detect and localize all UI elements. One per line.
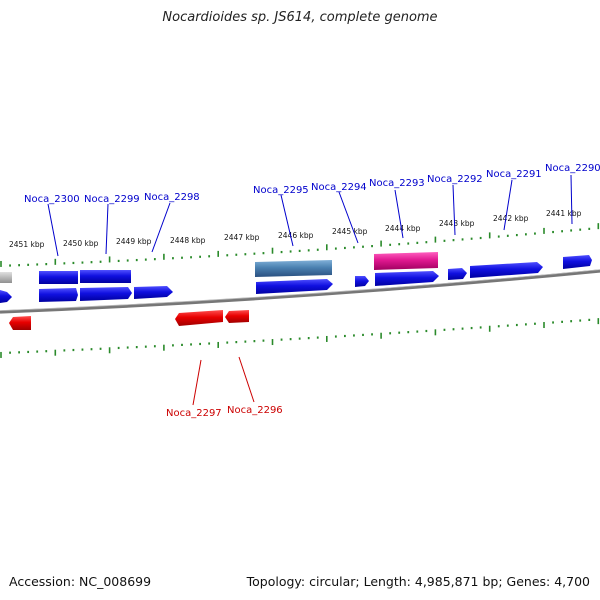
gene-feature[interactable]	[80, 287, 132, 301]
gene-feature-highlight[interactable]	[374, 252, 438, 270]
kbp-label: 2449 kbp	[116, 237, 152, 246]
gene-label[interactable]: Noca_2296	[227, 405, 283, 416]
gene-feature[interactable]	[375, 271, 439, 286]
gene-label[interactable]: Noca_2297	[166, 408, 222, 419]
kbp-label: 2444 kbp	[385, 224, 421, 233]
gene-feature[interactable]	[134, 286, 173, 299]
kbp-label: 2451 kbp	[9, 240, 45, 249]
gene-label[interactable]: Noca_2290	[545, 163, 600, 174]
gene-labels-bottom: Noca_2297 Noca_2296	[166, 405, 283, 419]
gene-feature-highlight[interactable]	[255, 260, 332, 277]
gene-feature[interactable]	[470, 262, 543, 278]
gene-feature-gray[interactable]	[0, 272, 12, 283]
gene-label[interactable]: Noca_2298	[144, 192, 200, 203]
gene-label[interactable]: Noca_2294	[311, 182, 367, 193]
gene-feature[interactable]	[9, 316, 31, 330]
gene-feature[interactable]	[355, 276, 369, 287]
gene-feature[interactable]	[256, 279, 333, 294]
kbp-label: 2447 kbp	[224, 233, 260, 242]
accession-text: Accession: NC_008699	[9, 574, 152, 589]
genome-summary-text: Topology: circular; Length: 4,985,871 bp…	[246, 574, 590, 589]
kbp-label: 2450 kbp	[63, 239, 99, 248]
gene-label[interactable]: Noca_2293	[369, 178, 425, 189]
genome-backbone	[0, 269, 600, 314]
gene-label[interactable]: Noca_2292	[427, 174, 483, 185]
gene-label[interactable]: Noca_2295	[253, 185, 309, 196]
kbp-label: 2442 kbp	[493, 214, 529, 223]
gene-feature[interactable]	[39, 288, 78, 302]
gene-feature[interactable]	[225, 310, 249, 323]
gene-label[interactable]: Noca_2299	[84, 194, 140, 205]
kbp-label: 2445 kbp	[332, 227, 368, 236]
gene-feature[interactable]	[563, 255, 592, 269]
kbp-label: 2441 kbp	[546, 209, 582, 218]
forward-genes	[0, 252, 592, 303]
gene-feature[interactable]	[0, 290, 12, 303]
gene-feature[interactable]	[175, 310, 223, 326]
scale-ticks-outer	[0, 223, 600, 267]
gene-feature[interactable]	[39, 271, 78, 284]
kbp-label: 2448 kbp	[170, 236, 206, 245]
kbp-label: 2443 kbp	[439, 219, 475, 228]
gene-feature[interactable]	[80, 270, 131, 283]
kbp-label: 2446 kbp	[278, 231, 314, 240]
gene-label[interactable]: Noca_2291	[486, 169, 542, 180]
kbp-scale-labels: 2451 kbp 2450 kbp 2449 kbp 2448 kbp 2447…	[9, 209, 582, 249]
label-leaders	[47, 174, 573, 406]
page-title: Nocardioides sp. JS614, complete genome	[162, 10, 438, 25]
scale-ticks-inner	[0, 318, 600, 358]
reverse-genes	[9, 310, 249, 330]
gene-feature[interactable]	[448, 268, 467, 280]
gene-label[interactable]: Noca_2300	[24, 194, 80, 205]
gene-labels-top: Noca_2300 Noca_2299 Noca_2298 Noca_2295 …	[24, 163, 600, 205]
